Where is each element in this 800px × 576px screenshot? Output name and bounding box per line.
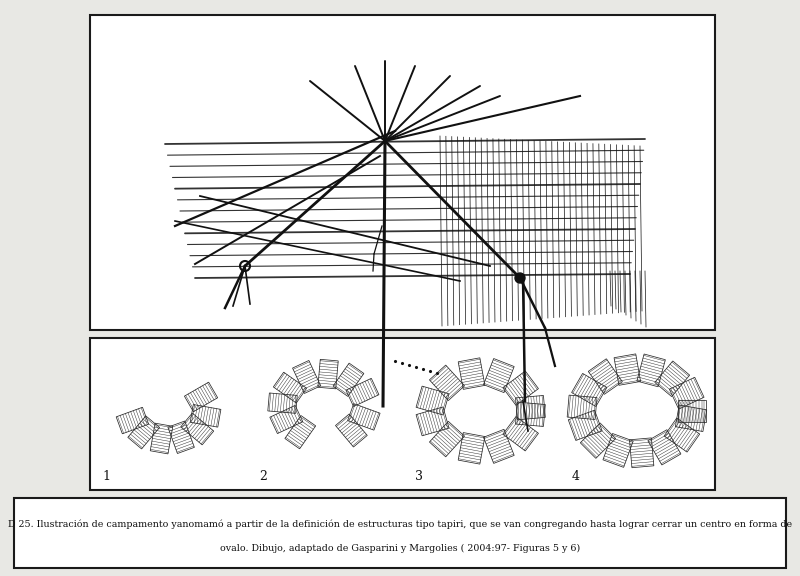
Bar xyxy=(90,15,715,330)
Text: 3: 3 xyxy=(415,470,423,483)
Text: 1: 1 xyxy=(102,470,110,483)
Text: 2: 2 xyxy=(258,470,266,483)
Text: 4: 4 xyxy=(571,470,579,483)
Text: D 25. Ilustración de campamento yanomamó a partir de la definición de estructura: D 25. Ilustración de campamento yanomamó… xyxy=(8,520,792,529)
Text: ovalo. Dibujo, adaptado de Gasparini y Margolies ( 2004:97- Figuras 5 y 6): ovalo. Dibujo, adaptado de Gasparini y M… xyxy=(220,544,580,553)
Circle shape xyxy=(515,273,525,283)
Bar xyxy=(14,498,786,568)
Bar xyxy=(90,338,715,490)
